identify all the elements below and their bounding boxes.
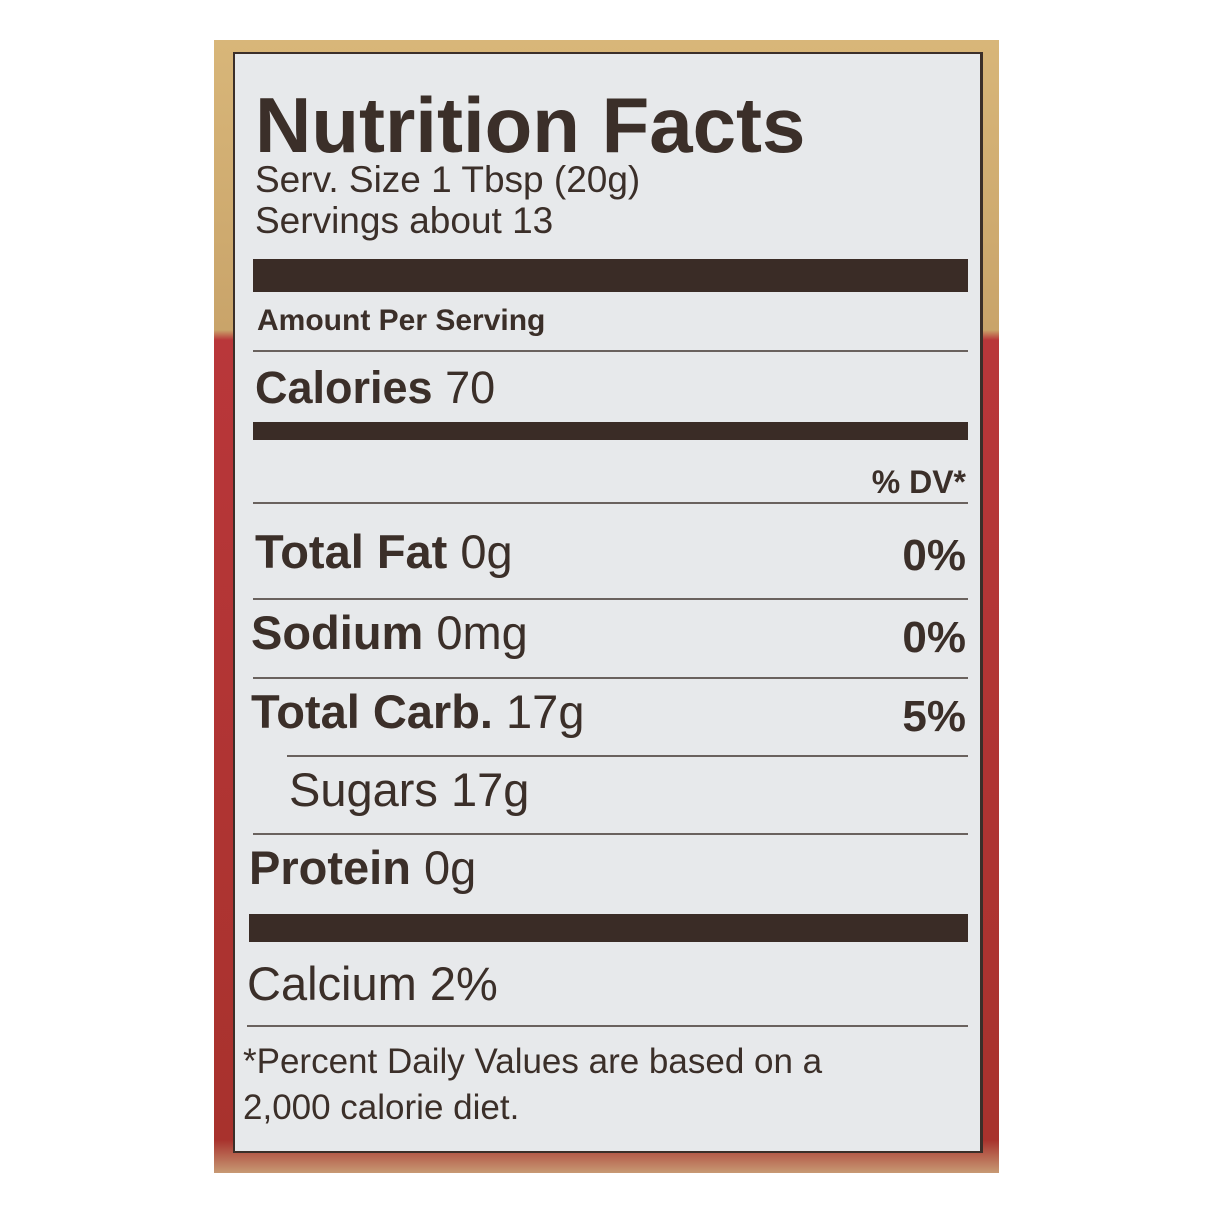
calories-value: 70: [445, 362, 496, 413]
medium-divider: [253, 422, 968, 440]
divider: [253, 350, 968, 352]
footnote-line-2: 2,000 calorie diet.: [243, 1088, 520, 1127]
nutrient-amount: 17g: [450, 763, 530, 816]
nutrient-row-total-carb: Total Carb. 17g: [251, 688, 584, 735]
calories-row: Calories 70: [255, 365, 495, 410]
nutrient-amount: 0mg: [436, 606, 528, 659]
amount-per-serving: Amount Per Serving: [257, 304, 546, 337]
nutrient-row-total-fat: Total Fat 0g: [255, 528, 513, 575]
divider: [253, 677, 968, 679]
calcium: Calcium 2%: [247, 957, 498, 1010]
nutrient-amount: 17g: [506, 685, 585, 738]
divider: [253, 598, 968, 600]
nutrient-amount: 0g: [460, 525, 513, 578]
divider: [287, 755, 968, 757]
nutrient-amount: 0g: [423, 841, 477, 894]
servings: Servings about 13: [255, 200, 554, 241]
nutrient-dv: 5%: [902, 692, 966, 741]
nutrient-row-sugars: Sugars 17g: [289, 766, 529, 813]
nutrient-label: Total Carb.: [251, 685, 493, 738]
divider: [247, 1025, 968, 1027]
title: Nutrition Facts: [255, 81, 806, 169]
nutrient-label: Protein: [249, 841, 411, 894]
nutrition-facts-label: Nutrition Facts Serv. Size 1 Tbsp (20g) …: [233, 52, 983, 1153]
serving-size: Serv. Size 1 Tbsp (20g): [255, 159, 641, 200]
footnote-line-1: *Percent Daily Values are based on a: [243, 1042, 823, 1081]
nutrient-label: Sodium: [251, 606, 424, 659]
nutrient-label: Total Fat: [255, 525, 448, 578]
thick-divider: [253, 259, 968, 292]
nutrient-row-sodium: Sodium 0mg: [251, 609, 528, 656]
divider: [253, 833, 968, 835]
dv-header: % DV*: [871, 464, 966, 500]
nutrient-dv: 0%: [902, 531, 966, 580]
divider: [253, 502, 968, 504]
thick-divider: [249, 914, 968, 942]
nutrient-label: Sugars: [289, 763, 438, 816]
calories-label: Calories: [255, 362, 433, 413]
nutrient-dv: 0%: [902, 613, 966, 662]
nutrient-row-protein: Protein 0g: [249, 844, 476, 891]
